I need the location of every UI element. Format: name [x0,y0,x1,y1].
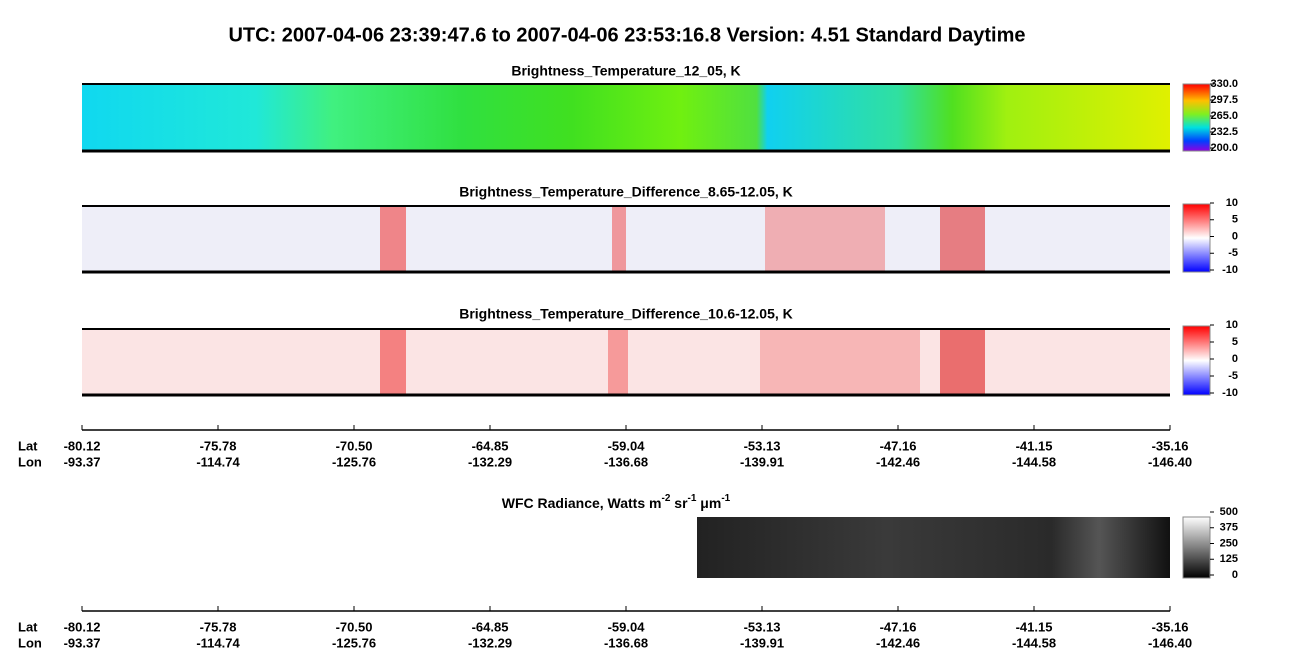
colorbar-label: 10 [1226,197,1238,209]
tick-label: -35.16 [1152,438,1189,453]
figure-title: UTC: 2007-04-06 23:39:47.6 to 2007-04-06… [228,24,1025,46]
axis-label: Lat [18,438,38,453]
tick-label: -64.85 [472,438,509,453]
panel-image [82,84,1170,151]
colorbar-label: 5 [1232,336,1238,348]
colorbar-label: 297.5 [1210,94,1238,106]
colorbar-label: 250 [1220,537,1238,549]
tick-label: -132.29 [468,454,512,469]
title-part: -2 [661,493,670,504]
colorbar [1182,83,1211,152]
colorbar-label: 125 [1220,553,1238,565]
colorbar-label: 375 [1220,522,1238,534]
tick-label: -59.04 [608,438,646,453]
colorbar-label: -5 [1228,247,1238,259]
tick-label: -41.15 [1016,619,1053,634]
tick-label: -139.91 [740,635,784,650]
colorbar-label: -10 [1222,264,1238,276]
tick-label: -139.91 [740,454,784,469]
tick-label: -80.12 [64,619,101,634]
tick-label: -47.16 [880,438,917,453]
tick-label: -93.37 [64,635,101,650]
colorbar-label: 330.0 [1210,78,1238,90]
panel-borders [82,83,1170,397]
tick-label: -59.04 [608,619,646,634]
panel-image [82,329,1170,395]
tick-label: -70.50 [336,619,373,634]
panel-title: Brightness_Temperature_Difference_8.65-1… [459,184,793,200]
colorbar-label: 10 [1226,319,1238,331]
tick-label: -35.16 [1152,619,1189,634]
tick-label: -53.13 [744,438,781,453]
tick-label: -93.37 [64,454,101,469]
tick-label: -114.74 [196,635,240,650]
tick-label: -64.85 [472,619,509,634]
title-part: WFC Radiance, Watts m [502,495,662,511]
colorbar [1182,325,1211,396]
colorbar-label: -5 [1228,370,1238,382]
colorbar-label: 0 [1232,230,1238,242]
colorbar-label: 0 [1232,569,1238,581]
tick-label: -132.29 [468,635,512,650]
tick-label: -136.68 [604,454,648,469]
title-part: μm [696,495,721,511]
tick-label: -70.50 [336,438,373,453]
colorbar-label: 5 [1232,214,1238,226]
tick-label: -53.13 [744,619,781,634]
colorbar-label: -10 [1222,387,1238,399]
tick-label: -47.16 [880,619,917,634]
panel-title: Brightness_Temperature_12_05, K [511,63,740,79]
tick-label: -75.78 [200,619,237,634]
title-part: -1 [688,493,697,504]
tick-label: -144.58 [1012,635,1056,650]
colorbar-label: 232.5 [1210,126,1238,138]
panel-title: Brightness_Temperature_Difference_10.6-1… [459,306,793,322]
tick-label: -146.40 [1148,635,1192,650]
axis-label: Lat [18,619,38,634]
panel-image [82,206,1170,272]
colorbar-label: 200.0 [1210,142,1238,154]
panel-title: WFC Radiance, Watts m-2 sr-1 μm-1 [502,493,731,511]
tick-label: -136.68 [604,635,648,650]
tick-label: -142.46 [876,635,920,650]
colorbar-label: 500 [1220,506,1238,518]
tick-label: -125.76 [332,635,376,650]
axis-label: Lon [18,454,42,469]
axis-label: Lon [18,635,42,650]
colorbar [1182,203,1211,273]
panel-image [697,517,1170,578]
tick-label: -125.76 [332,454,376,469]
colorbar [1182,516,1211,579]
tick-label: -142.46 [876,454,920,469]
tick-label: -114.74 [196,454,240,469]
colorbar-label: 0 [1232,353,1238,365]
colorbar-label: 265.0 [1210,110,1238,122]
tick-label: -75.78 [200,438,237,453]
title-part: -1 [721,493,730,504]
tick-label: -41.15 [1016,438,1053,453]
title-part: sr [670,495,688,511]
tick-label: -146.40 [1148,454,1192,469]
tick-label: -144.58 [1012,454,1056,469]
tick-label: -80.12 [64,438,101,453]
